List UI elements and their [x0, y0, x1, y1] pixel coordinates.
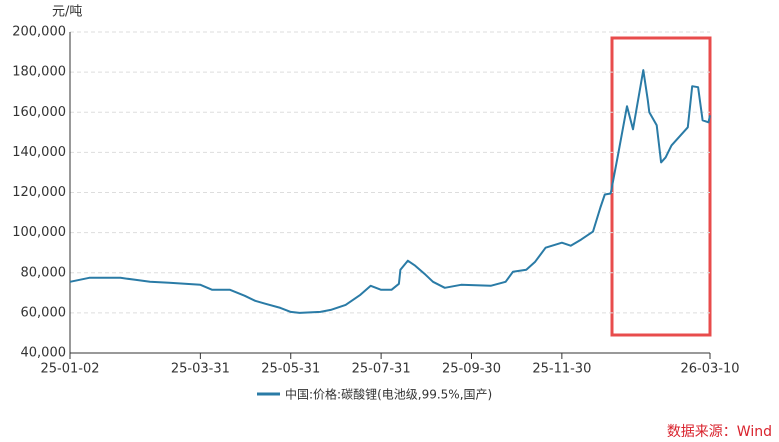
y-tick-label: 200,000 — [12, 25, 66, 40]
y-tick-label: 100,000 — [12, 225, 66, 240]
x-tick-label: 25-03-31 — [171, 362, 230, 377]
y-tick-label: 40,000 — [21, 346, 67, 361]
x-tick-label: 25-01-02 — [40, 362, 99, 377]
highlight-box — [610, 36, 712, 337]
x-tick-label: 25-11-30 — [532, 362, 591, 377]
x-tick-label: 25-05-31 — [261, 362, 320, 377]
series-line — [69, 69, 711, 314]
source: 数据来源：Wind — [667, 424, 772, 440]
x-tick-label: 25-09-30 — [442, 362, 501, 377]
y-unit: 元/吨 — [52, 5, 82, 20]
y-tick-label: 120,000 — [12, 185, 66, 200]
y-tick-label: 80,000 — [21, 265, 67, 280]
x-tick-label: 26-03-10 — [680, 362, 739, 377]
y-tick-label: 180,000 — [12, 65, 66, 80]
y-tick-label: 140,000 — [12, 145, 66, 160]
legend-label: 中国:价格:碳酸锂(电池级,99.5%,国产) — [285, 387, 492, 402]
y-tick-label: 160,000 — [12, 105, 66, 120]
x-tick-label: 25-07-31 — [352, 362, 411, 377]
y-tick-label: 60,000 — [21, 305, 67, 320]
